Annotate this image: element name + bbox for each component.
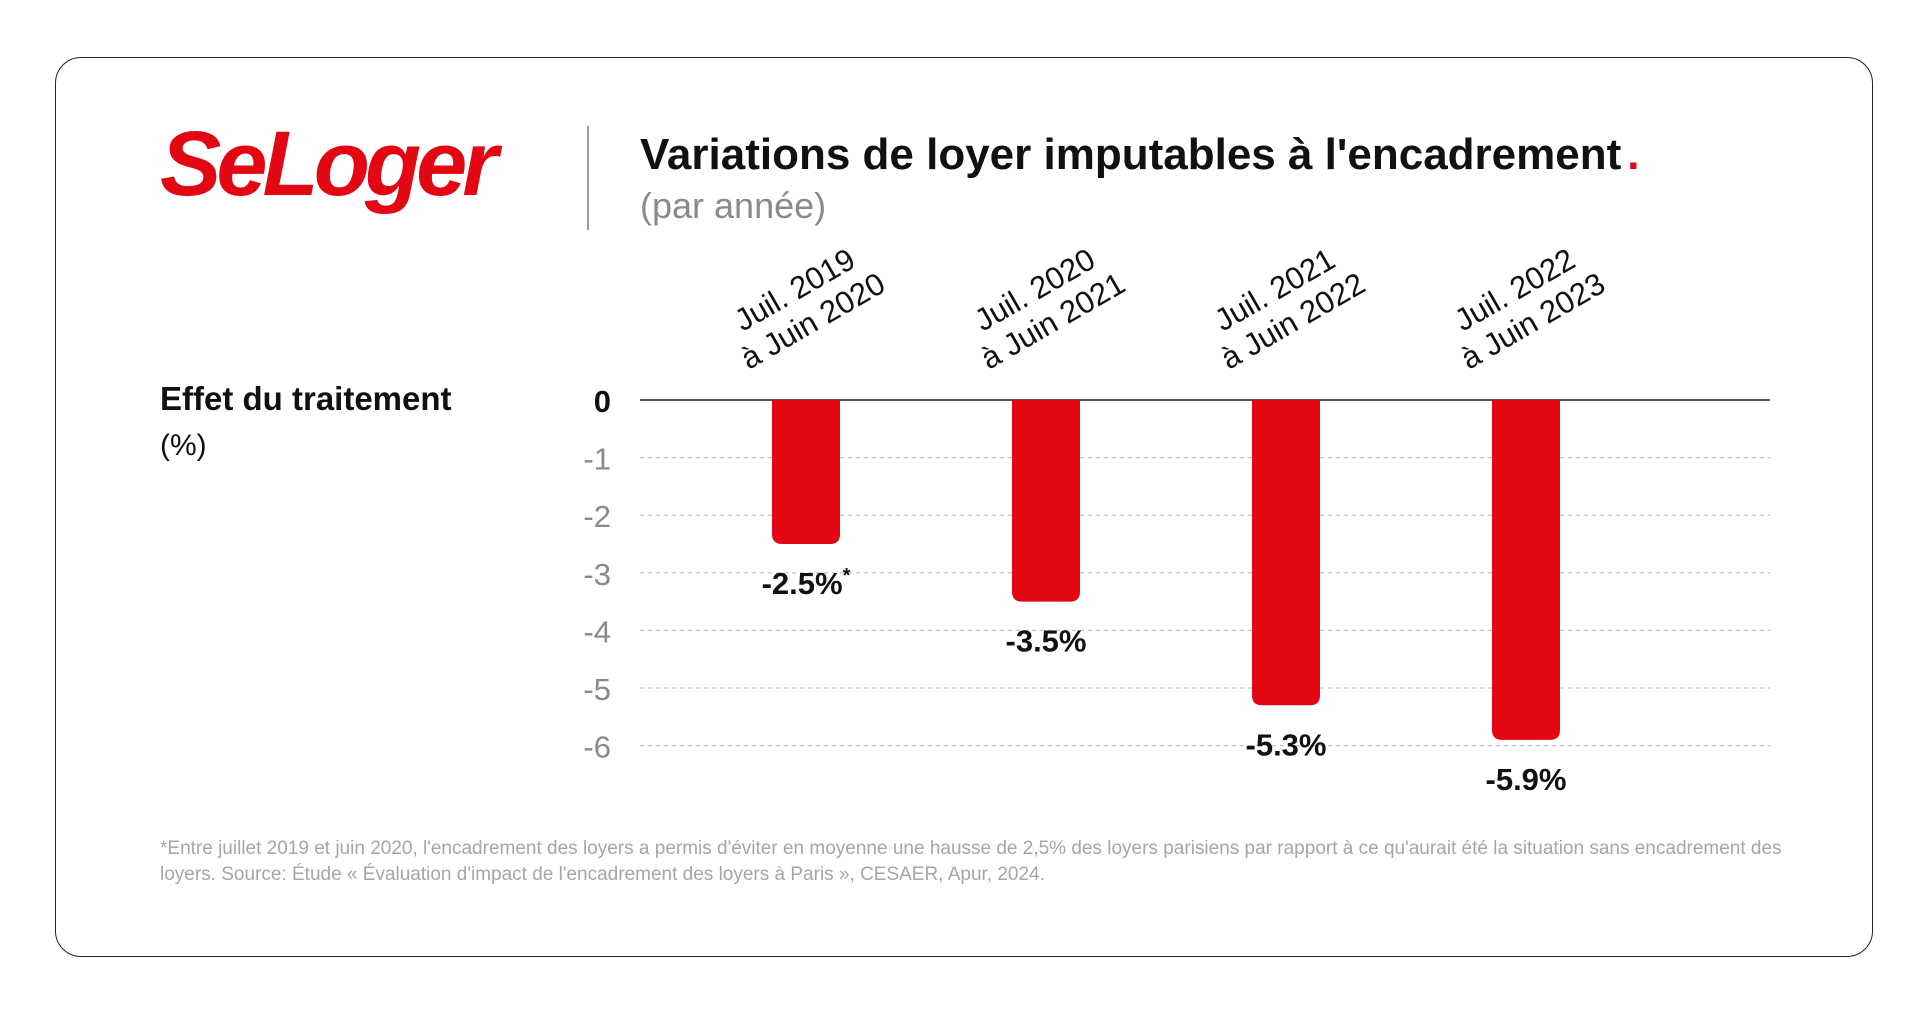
bar [1252,400,1320,706]
bar [772,400,840,544]
chart-subtitle: (par année) [640,185,827,226]
y-tick-label: -1 [583,442,611,477]
seloger-logo: SeLoger [160,113,498,215]
title-accent-dot: . [1627,130,1640,179]
header-divider [587,126,589,230]
bar [1492,400,1560,740]
data-label-footnote-mark: * [843,565,851,587]
y-axis-label-unit: (%) [160,429,207,463]
y-axis-label-main: Effet du traitement [160,380,452,417]
data-label: -2.5%* [762,565,851,601]
chart-title-text: Variations de loyer imputables à l'encad… [640,130,1622,179]
footnote: *Entre juillet 2019 et juin 2020, l'enca… [160,838,1782,886]
y-tick-label: -4 [583,614,611,649]
chart-title: Variations de loyer imputables à l'encad… [640,133,1640,177]
data-label: -5.9% [1486,762,1567,797]
y-tick-label: -2 [583,499,611,534]
data-label: -3.5% [1006,624,1087,659]
bar [1012,400,1080,602]
y-tick-label: -5 [583,672,611,707]
y-axis-label: Effet du traitement (%) [160,378,452,465]
y-tick-label: -3 [583,557,611,592]
data-label: -5.3% [1246,727,1327,762]
y-tick-label: 0 [594,384,611,419]
y-tick-label: -6 [583,730,611,765]
chart-card [55,57,1873,957]
